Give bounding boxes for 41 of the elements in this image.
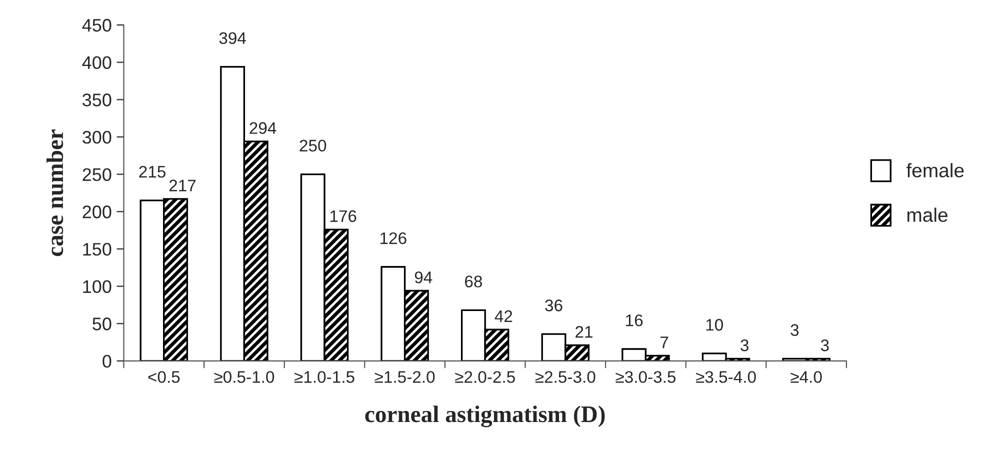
- data-label: 94: [414, 271, 432, 284]
- x-tick-label: ≥2.5-3.0: [535, 371, 596, 383]
- x-tick-label: ≥3.0-3.5: [616, 371, 676, 383]
- data-label: 394: [219, 32, 246, 44]
- y-tick-label: 250: [82, 168, 112, 182]
- data-label: 3: [740, 339, 748, 352]
- y-tick-label: 350: [82, 94, 112, 106]
- y-tick-label: 50: [92, 318, 112, 330]
- data-label: 215: [139, 166, 166, 178]
- data-label: 126: [380, 232, 406, 244]
- legend-label: male: [907, 208, 948, 222]
- y-tick-label: 0: [102, 354, 112, 368]
- y-tick-label: 100: [83, 280, 112, 293]
- data-label: 3: [790, 324, 799, 336]
- y-tick-label: 400: [82, 56, 112, 70]
- data-label: 42: [494, 310, 512, 322]
- data-label: 16: [626, 314, 643, 326]
- data-label: 36: [545, 300, 562, 312]
- data-label: 250: [300, 140, 326, 152]
- x-tick-label: ≥1.5-2.0: [374, 371, 435, 383]
- x-axis-title: corneal astigmatism (D): [365, 406, 605, 428]
- data-label: 3: [820, 339, 829, 352]
- data-label: 68: [465, 276, 482, 288]
- y-tick-label: 450: [82, 18, 112, 32]
- x-tick-label: <0.5: [148, 371, 180, 383]
- y-axis-title: case number: [46, 130, 64, 256]
- legend-label: female: [906, 163, 964, 178]
- data-label: 217: [169, 180, 196, 192]
- x-tick-label: ≥0.5-1.0: [214, 371, 274, 383]
- data-label: 176: [330, 210, 356, 222]
- x-tick-label: ≥3.5-4.0: [696, 371, 756, 383]
- data-label: 10: [706, 318, 723, 331]
- data-label: 21: [576, 326, 592, 338]
- y-tick-label: 300: [82, 130, 112, 144]
- x-tick-label: ≥4.0: [790, 371, 822, 383]
- x-tick-label: ≥2.0-2.5: [455, 371, 515, 383]
- y-tick-label: 150: [83, 242, 112, 256]
- y-tick-label: 200: [82, 206, 112, 218]
- data-label: 7: [660, 336, 668, 348]
- x-tick-label: ≥1.0-1.5: [294, 371, 354, 383]
- data-label: 294: [250, 122, 276, 134]
